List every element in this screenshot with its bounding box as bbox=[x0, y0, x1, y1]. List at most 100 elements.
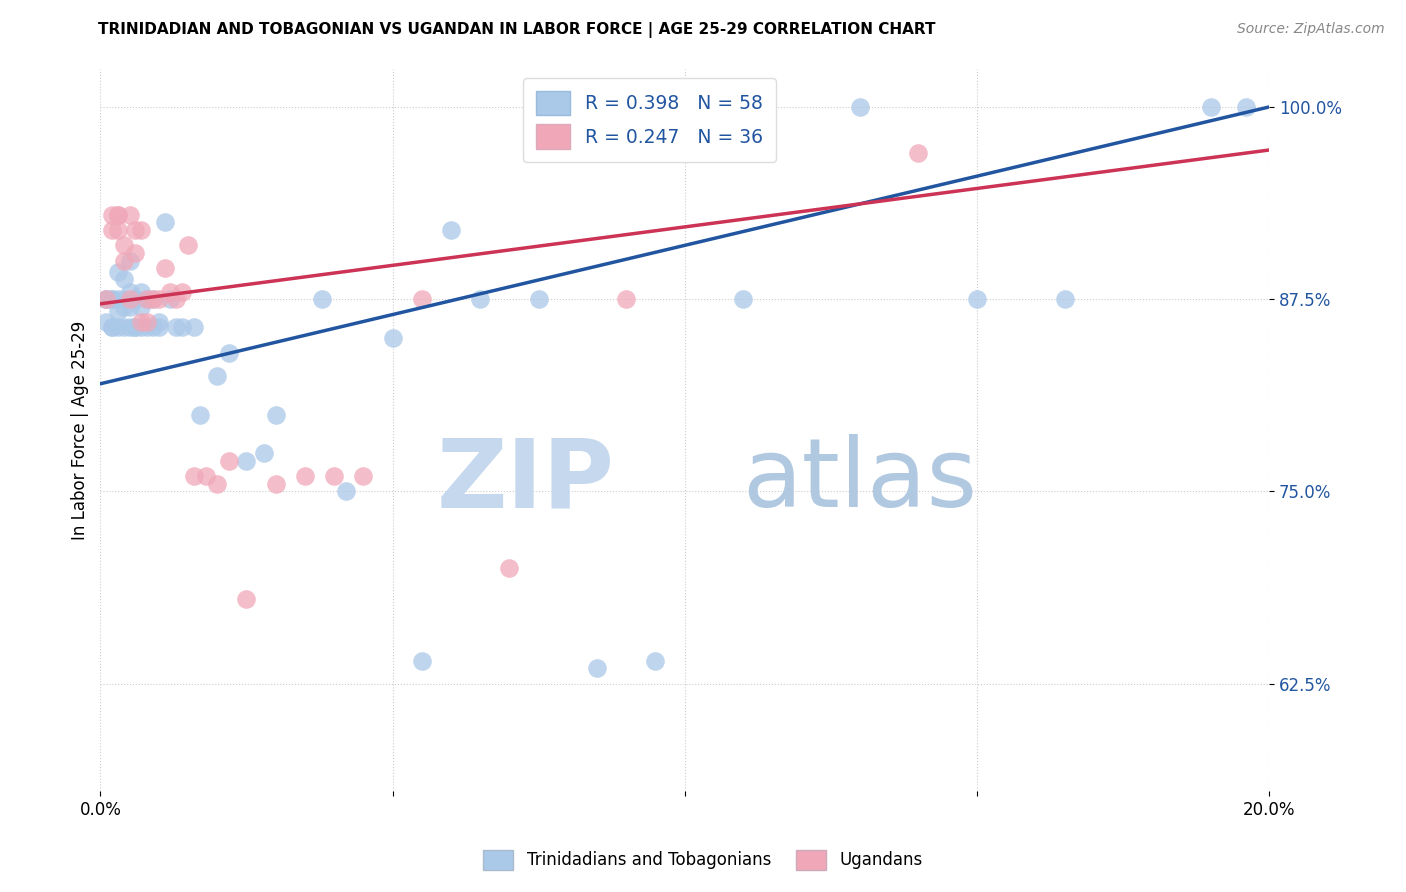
Point bbox=[118, 319, 141, 334]
Point bbox=[118, 253, 141, 268]
Point bbox=[294, 469, 316, 483]
Point bbox=[177, 238, 200, 252]
Text: atlas: atlas bbox=[742, 434, 977, 527]
Point bbox=[411, 292, 433, 306]
Point bbox=[101, 223, 124, 237]
Point bbox=[205, 369, 228, 384]
Point bbox=[311, 292, 333, 306]
Point bbox=[118, 285, 141, 299]
Point bbox=[96, 315, 118, 329]
Point bbox=[142, 292, 165, 306]
Point bbox=[733, 292, 755, 306]
Point bbox=[101, 292, 124, 306]
Point bbox=[218, 346, 240, 360]
Point bbox=[172, 319, 194, 334]
Point bbox=[142, 292, 165, 306]
Point bbox=[153, 215, 176, 229]
Point bbox=[112, 272, 135, 286]
Point bbox=[107, 292, 129, 306]
Point bbox=[96, 292, 118, 306]
Point bbox=[218, 453, 240, 467]
Point bbox=[96, 292, 118, 306]
Point bbox=[188, 408, 211, 422]
Point bbox=[124, 292, 146, 306]
Point bbox=[107, 208, 129, 222]
Point bbox=[440, 223, 463, 237]
Point bbox=[165, 292, 187, 306]
Point bbox=[148, 292, 170, 306]
Point bbox=[129, 315, 152, 329]
Point bbox=[112, 300, 135, 314]
Point bbox=[849, 100, 872, 114]
Point bbox=[165, 319, 187, 334]
Point bbox=[107, 264, 129, 278]
Point bbox=[118, 300, 141, 314]
Point bbox=[118, 292, 141, 306]
Point bbox=[112, 292, 135, 306]
Point bbox=[411, 654, 433, 668]
Point bbox=[136, 315, 159, 329]
Point bbox=[352, 469, 374, 483]
Point bbox=[159, 292, 181, 306]
Point bbox=[264, 408, 287, 422]
Y-axis label: In Labor Force | Age 25-29: In Labor Force | Age 25-29 bbox=[72, 320, 89, 540]
Point bbox=[129, 285, 152, 299]
Point bbox=[124, 292, 146, 306]
Point bbox=[101, 319, 124, 334]
Point bbox=[124, 319, 146, 334]
Point bbox=[107, 319, 129, 334]
Point bbox=[129, 223, 152, 237]
Point bbox=[148, 315, 170, 329]
Point bbox=[112, 319, 135, 334]
Point bbox=[159, 285, 181, 299]
Point bbox=[335, 484, 357, 499]
Point bbox=[107, 304, 129, 318]
Point bbox=[253, 446, 276, 460]
Point bbox=[194, 469, 217, 483]
Point bbox=[96, 292, 118, 306]
Point bbox=[644, 654, 666, 668]
Point bbox=[323, 469, 346, 483]
Point bbox=[381, 331, 404, 345]
Point bbox=[470, 292, 492, 306]
Legend: R = 0.398   N = 58, R = 0.247   N = 36: R = 0.398 N = 58, R = 0.247 N = 36 bbox=[523, 78, 776, 161]
Point bbox=[107, 223, 129, 237]
Point bbox=[136, 292, 159, 306]
Text: TRINIDADIAN AND TOBAGONIAN VS UGANDAN IN LABOR FORCE | AGE 25-29 CORRELATION CHA: TRINIDADIAN AND TOBAGONIAN VS UGANDAN IN… bbox=[98, 22, 936, 38]
Point bbox=[966, 292, 988, 306]
Point bbox=[112, 238, 135, 252]
Point bbox=[142, 319, 165, 334]
Point bbox=[101, 319, 124, 334]
Point bbox=[136, 292, 159, 306]
Point bbox=[235, 453, 257, 467]
Text: ZIP: ZIP bbox=[437, 434, 614, 527]
Point bbox=[112, 253, 135, 268]
Legend: Trinidadians and Tobagonians, Ugandans: Trinidadians and Tobagonians, Ugandans bbox=[477, 843, 929, 877]
Point bbox=[124, 319, 146, 334]
Point bbox=[614, 292, 637, 306]
Text: Source: ZipAtlas.com: Source: ZipAtlas.com bbox=[1237, 22, 1385, 37]
Point bbox=[124, 246, 146, 260]
Point bbox=[1199, 100, 1222, 114]
Point bbox=[124, 223, 146, 237]
Point bbox=[101, 292, 124, 306]
Point bbox=[129, 319, 152, 334]
Point bbox=[136, 319, 159, 334]
Point bbox=[498, 561, 520, 575]
Point bbox=[1234, 100, 1257, 114]
Point bbox=[148, 319, 170, 334]
Point bbox=[205, 476, 228, 491]
Point bbox=[129, 300, 152, 314]
Point bbox=[264, 476, 287, 491]
Point bbox=[183, 469, 205, 483]
Point bbox=[183, 319, 205, 334]
Point bbox=[1053, 292, 1076, 306]
Point bbox=[172, 285, 194, 299]
Point bbox=[101, 208, 124, 222]
Point bbox=[107, 208, 129, 222]
Point bbox=[907, 146, 929, 161]
Point bbox=[586, 661, 609, 675]
Point bbox=[235, 592, 257, 607]
Point bbox=[527, 292, 550, 306]
Point bbox=[118, 208, 141, 222]
